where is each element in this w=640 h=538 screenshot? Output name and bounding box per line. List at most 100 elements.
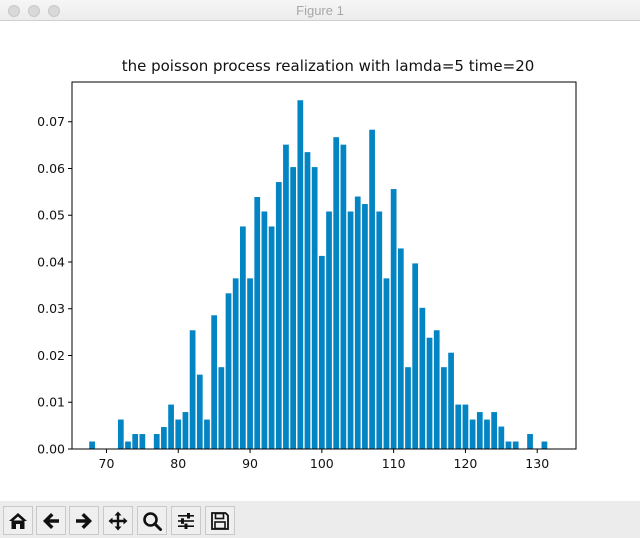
y-axis: 0.00 0.01 0.02 0.03 0.04 0.05 0.06 0.07 xyxy=(37,114,72,457)
zoom-window-button[interactable] xyxy=(48,5,60,17)
y-tick-label: 0.01 xyxy=(37,395,65,410)
bar xyxy=(290,167,296,449)
bar xyxy=(168,404,174,449)
x-tick-label: 70 xyxy=(99,456,115,471)
bar xyxy=(311,167,318,449)
bar xyxy=(441,367,447,449)
bar xyxy=(225,293,232,449)
bar xyxy=(268,226,275,449)
bar xyxy=(297,100,304,449)
bar xyxy=(89,441,95,449)
floppy-disk-icon xyxy=(211,511,229,530)
bar xyxy=(117,419,124,449)
x-tick-label: 110 xyxy=(382,456,406,471)
bar xyxy=(362,204,368,449)
home-button[interactable] xyxy=(3,506,33,535)
bar xyxy=(240,226,246,449)
bar xyxy=(469,419,476,449)
minimize-button[interactable] xyxy=(28,5,40,17)
bar xyxy=(175,419,182,449)
bar xyxy=(232,278,239,449)
bar xyxy=(125,441,131,449)
bar xyxy=(369,129,375,449)
x-axis: 70 80 90 100 110 120 130 xyxy=(99,449,549,471)
back-button[interactable] xyxy=(36,506,66,535)
bars-group xyxy=(89,100,548,450)
plot-frame xyxy=(71,81,577,450)
navigation-toolbar xyxy=(0,501,640,538)
bar xyxy=(512,441,519,449)
home-icon xyxy=(9,512,27,529)
close-button[interactable] xyxy=(8,5,20,17)
bar xyxy=(182,412,189,449)
bar xyxy=(304,152,311,449)
sliders-icon xyxy=(178,512,194,529)
bar xyxy=(484,419,490,449)
bar xyxy=(189,330,196,449)
arrow-left-icon xyxy=(43,512,59,529)
x-tick-label: 100 xyxy=(310,456,334,471)
chart-title: the poisson process realization with lam… xyxy=(122,57,535,75)
pan-button[interactable] xyxy=(103,506,133,535)
figure-canvas: the poisson process realization with lam… xyxy=(0,21,640,501)
y-tick-label: 0.02 xyxy=(37,348,65,363)
y-tick-label: 0.03 xyxy=(37,301,65,316)
bar xyxy=(376,211,383,449)
y-tick-label: 0.00 xyxy=(37,442,65,457)
bar xyxy=(161,427,167,449)
bar xyxy=(505,441,512,449)
bar xyxy=(527,434,533,449)
bar-chart: the poisson process realization with lam… xyxy=(37,57,577,471)
forward-button[interactable] xyxy=(69,506,99,535)
x-tick-label: 90 xyxy=(242,456,258,471)
bar xyxy=(383,278,390,449)
bar xyxy=(426,337,433,449)
move-icon xyxy=(108,511,128,530)
bar xyxy=(419,307,426,449)
bar xyxy=(397,248,404,449)
bar xyxy=(247,278,253,449)
bar xyxy=(283,144,289,449)
bar xyxy=(204,419,210,449)
y-tick-label: 0.06 xyxy=(37,161,65,176)
bar xyxy=(412,263,419,449)
window-title: Figure 1 xyxy=(296,3,344,18)
x-tick-label: 80 xyxy=(170,456,186,471)
bar xyxy=(326,211,332,449)
bar xyxy=(462,404,469,449)
bar xyxy=(196,374,203,449)
bar xyxy=(476,412,483,449)
x-tick-label: 130 xyxy=(525,456,549,471)
bar xyxy=(340,144,347,449)
bar xyxy=(405,367,411,449)
bar xyxy=(211,315,218,449)
bar xyxy=(318,255,325,449)
bar xyxy=(333,137,340,450)
bar xyxy=(254,197,261,449)
magnifier-icon xyxy=(143,511,162,531)
configure-subplots-button[interactable] xyxy=(171,506,201,535)
y-tick-label: 0.07 xyxy=(37,114,65,129)
bar xyxy=(261,211,268,449)
bar xyxy=(498,426,505,449)
window-titlebar: Figure 1 xyxy=(0,0,640,21)
bar xyxy=(448,352,454,449)
arrow-right-icon xyxy=(76,512,92,529)
bar xyxy=(218,367,225,449)
bar xyxy=(455,404,462,449)
bar xyxy=(275,182,282,450)
bar xyxy=(347,211,354,449)
y-tick-label: 0.05 xyxy=(37,208,65,223)
x-tick-label: 120 xyxy=(454,456,478,471)
bar xyxy=(153,434,160,449)
bar xyxy=(390,189,397,449)
bar xyxy=(354,196,361,449)
bar xyxy=(433,330,440,449)
save-button[interactable] xyxy=(205,506,235,535)
bar xyxy=(139,434,146,449)
bar xyxy=(491,412,498,449)
zoom-button[interactable] xyxy=(137,506,167,535)
bar xyxy=(541,441,548,449)
bar xyxy=(132,434,139,449)
y-tick-label: 0.04 xyxy=(37,254,65,269)
